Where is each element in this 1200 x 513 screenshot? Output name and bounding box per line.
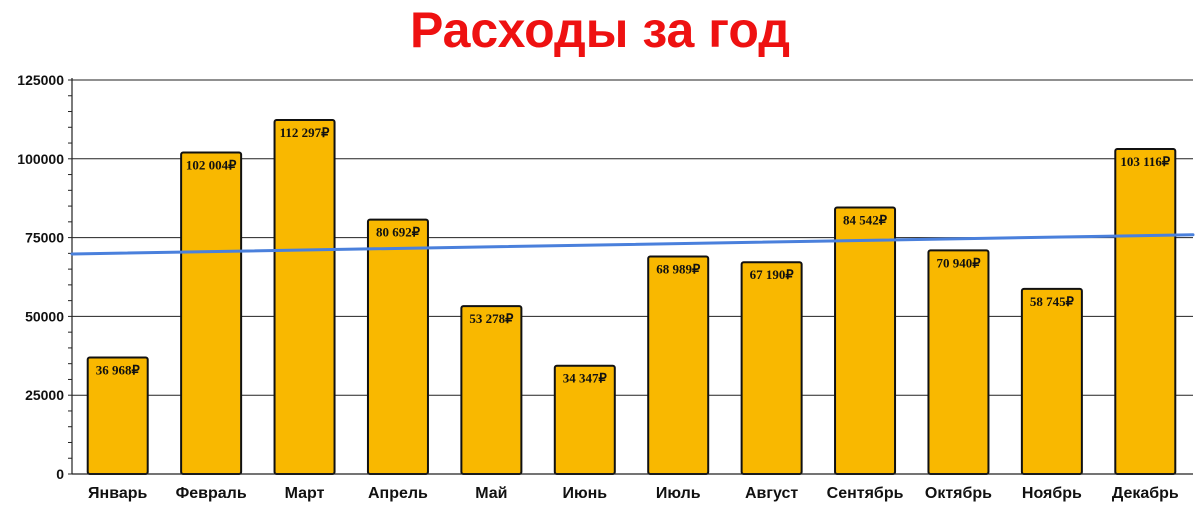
y-tick-label: 100000 [17, 151, 64, 167]
data-label: 67 190₽ [750, 267, 795, 282]
x-tick-label: Май [475, 485, 507, 502]
x-tick-label: Март [285, 485, 325, 502]
data-label: 53 278₽ [469, 311, 514, 326]
y-tick-label: 25000 [25, 387, 64, 403]
data-label: 112 297₽ [280, 125, 331, 140]
x-tick-label: Февраль [176, 485, 247, 502]
data-label: 34 347₽ [563, 371, 608, 386]
x-tick-label: Сентябрь [827, 485, 904, 502]
x-tick-label: Август [745, 485, 798, 502]
data-label: 84 542₽ [843, 213, 888, 228]
x-tick-label: Декабрь [1112, 485, 1179, 502]
chart-title: Расходы за год [409, 2, 791, 58]
data-label: 103 116₽ [1120, 154, 1171, 169]
data-label: 68 989₽ [656, 262, 701, 277]
bar [460, 305, 523, 475]
y-tick-label: 75000 [25, 230, 64, 246]
bar [834, 206, 897, 475]
bar [740, 261, 803, 476]
bar [366, 218, 429, 475]
x-tick-label: Апрель [368, 485, 428, 502]
bar [273, 119, 336, 475]
x-tick-label: Январь [88, 485, 147, 502]
y-tick-label: 50000 [25, 308, 64, 324]
trendline [70, 233, 1195, 256]
data-label: 70 940₽ [936, 255, 981, 270]
bar [647, 255, 710, 475]
bar [1020, 287, 1083, 475]
y-tick-label: 0 [56, 466, 64, 482]
x-tick-label: Ноябрь [1022, 485, 1082, 502]
bar [927, 249, 990, 475]
data-label: 80 692₽ [376, 225, 421, 240]
data-label: 58 745₽ [1030, 294, 1075, 309]
x-tick-label: Октябрь [925, 485, 992, 502]
x-tick-label: Июнь [562, 485, 607, 502]
x-tick-label: Июль [656, 485, 701, 502]
data-label: 102 004₽ [186, 157, 237, 172]
bar [180, 151, 243, 475]
data-label: 36 968₽ [96, 362, 141, 377]
y-tick-label: 125000 [17, 72, 64, 88]
bar [1114, 147, 1177, 475]
